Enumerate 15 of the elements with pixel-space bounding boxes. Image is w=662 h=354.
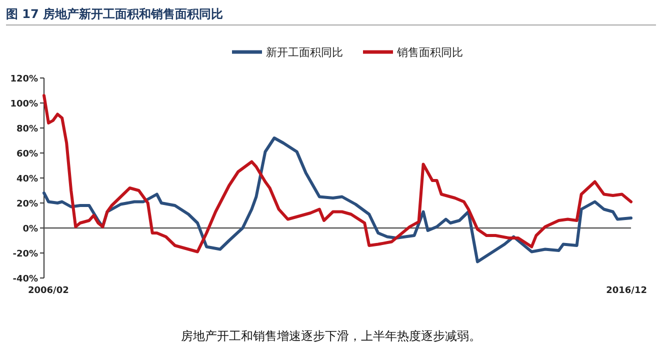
y-tick-label: 120% bbox=[10, 74, 38, 84]
y-tick-label: 60% bbox=[16, 150, 38, 160]
legend-label: 销售面积同比 bbox=[396, 46, 463, 59]
y-tick-label: 100% bbox=[10, 100, 38, 110]
y-tick-label: -40% bbox=[12, 274, 38, 284]
y-tick-label: -20% bbox=[12, 250, 38, 260]
y-tick-label: 0% bbox=[22, 224, 38, 234]
chart-title: 图 17 房地产新开工面积和销售面积同比 bbox=[6, 7, 224, 21]
y-tick-label: 20% bbox=[16, 200, 38, 210]
x-tick-label: 2016/12 bbox=[606, 286, 647, 296]
text: 房地产开工和销售增速逐步下滑，上半年热度逐步减弱。 bbox=[181, 329, 481, 343]
legend-label: 新开工面积同比 bbox=[266, 46, 343, 59]
x-tick-label: 2006/02 bbox=[28, 286, 69, 296]
y-tick-label: 80% bbox=[16, 124, 38, 134]
y-tick-label: 40% bbox=[16, 174, 38, 184]
